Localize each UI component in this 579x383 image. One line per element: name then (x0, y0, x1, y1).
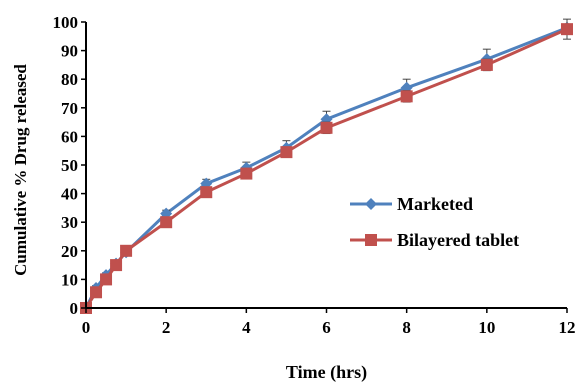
y-tick-label: 10 (61, 270, 78, 289)
y-tick-label: 20 (61, 242, 78, 261)
data-point (320, 121, 333, 134)
data-point (240, 167, 253, 180)
x-tick-label: 10 (478, 318, 495, 337)
legend-marker (365, 234, 377, 246)
x-axis-ticks: 0 2 4 6 8 10 12 (82, 308, 576, 337)
data-point (160, 216, 173, 229)
data-point (100, 273, 113, 286)
y-axis-ticks: 0 10 20 30 40 50 60 70 80 90 100 (53, 13, 86, 318)
data-point (280, 146, 293, 159)
data-point (200, 186, 213, 199)
legend-label: Marketed (397, 194, 473, 214)
data-point (90, 286, 103, 299)
legend: Marketed Bilayered tablet (350, 194, 519, 250)
x-tick-label: 0 (82, 318, 91, 337)
y-axis-label: Cumulative % Drug released (11, 64, 30, 276)
series-0 (80, 21, 573, 314)
data-point (561, 23, 573, 36)
x-tick-label: 4 (242, 318, 251, 337)
x-tick-label: 12 (559, 318, 576, 337)
y-tick-label: 100 (53, 13, 79, 32)
x-tick-label: 6 (322, 318, 331, 337)
series-line (84, 27, 568, 309)
legend-label: Bilayered tablet (397, 230, 519, 250)
y-tick-label: 60 (61, 127, 78, 146)
plot-area (80, 18, 573, 314)
legend-marker (365, 198, 377, 210)
data-point (110, 259, 123, 272)
legend-item: Marketed (350, 194, 473, 214)
y-tick-label: 30 (61, 213, 78, 232)
series-1 (80, 18, 573, 314)
data-point (480, 58, 493, 71)
data-point (120, 244, 133, 257)
series-line (84, 26, 568, 309)
legend-item: Bilayered tablet (350, 230, 519, 250)
y-tick-label: 80 (61, 70, 78, 89)
y-tick-label: 0 (70, 299, 79, 318)
y-tick-label: 40 (61, 185, 78, 204)
y-tick-label: 70 (61, 99, 78, 118)
x-tick-label: 8 (402, 318, 411, 337)
x-axis-label: Time (hrs) (286, 362, 367, 383)
y-tick-label: 50 (61, 156, 78, 175)
x-tick-label: 2 (162, 318, 171, 337)
y-tick-label: 90 (61, 42, 78, 61)
data-point (400, 90, 413, 103)
